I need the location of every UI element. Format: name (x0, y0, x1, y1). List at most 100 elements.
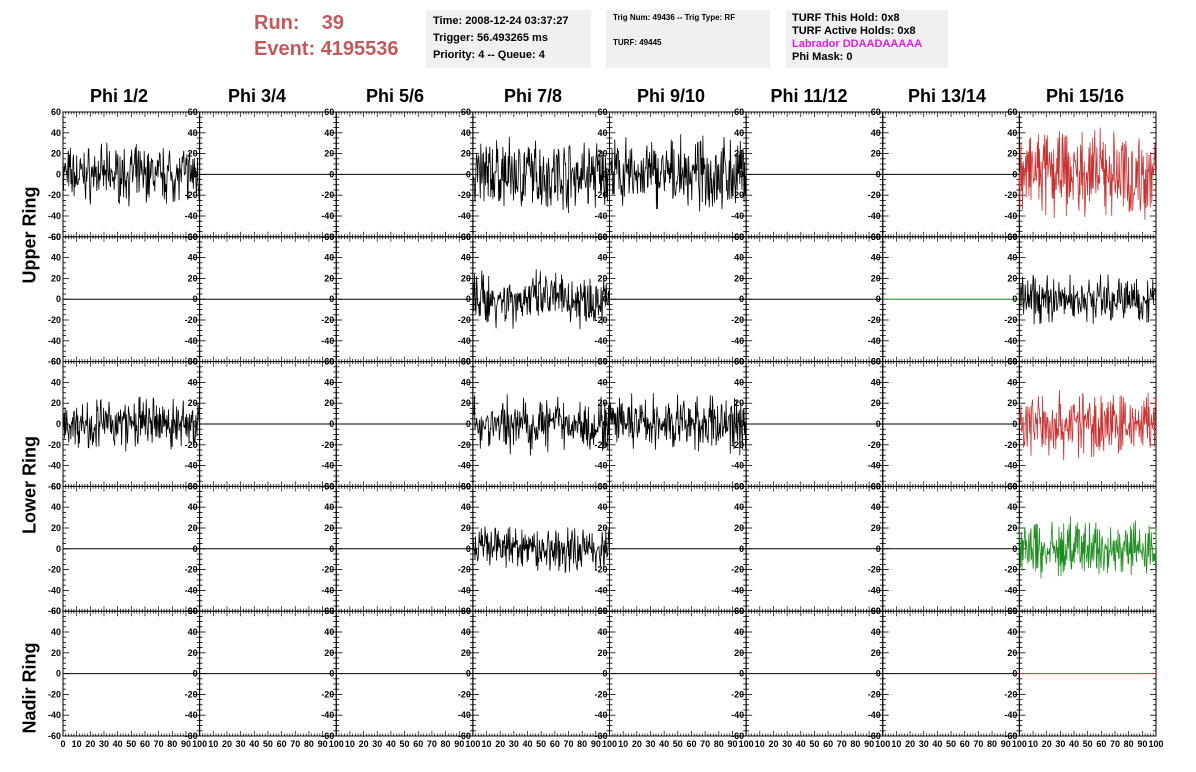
y-tick-label: -20 (458, 440, 471, 450)
y-tick-label: -60 (48, 232, 61, 242)
y-tick-label: -40 (321, 461, 334, 471)
waveform-trace (472, 526, 610, 574)
y-tick-label: -40 (48, 336, 61, 346)
y-tick-label: -40 (594, 336, 607, 346)
y-tick-label: -20 (48, 565, 61, 575)
y-tick-label: 20 (871, 523, 881, 533)
y-tick-label: -40 (868, 336, 881, 346)
y-tick-label: 60 (871, 107, 881, 117)
y-tick-label: 60 (1007, 357, 1017, 367)
y-tick-label: -40 (458, 336, 471, 346)
y-tick-label: 20 (597, 523, 607, 533)
y-tick-label: 40 (461, 502, 471, 512)
y-tick-label: -40 (1004, 336, 1017, 346)
y-tick-label: 20 (734, 523, 744, 533)
y-tick-label: 60 (51, 481, 61, 491)
y-tick-label: 40 (324, 502, 334, 512)
waveform-trace (1019, 390, 1157, 461)
y-tick-label: 40 (597, 502, 607, 512)
y-tick-label: 0 (876, 294, 881, 304)
trig-num-text: Trig Num: 49436 -- Trig Type: RF (613, 13, 736, 22)
y-tick-label: 40 (51, 502, 61, 512)
y-tick-label: -40 (868, 461, 881, 471)
y-tick-label: 40 (734, 253, 744, 263)
y-tick-label: 20 (597, 149, 607, 159)
y-tick-label: 20 (324, 149, 334, 159)
y-tick-label: 40 (188, 253, 198, 263)
y-tick-label: -20 (1004, 190, 1017, 200)
y-tick-label: 20 (324, 273, 334, 283)
y-tick-label: 20 (597, 398, 607, 408)
y-tick-label: 20 (461, 398, 471, 408)
y-tick-label: 20 (51, 523, 61, 533)
y-tick-label: 0 (56, 294, 61, 304)
waveform-trace (472, 394, 610, 456)
y-tick-label: -20 (321, 565, 334, 575)
waveform-trace (472, 136, 610, 214)
y-tick-label: -20 (868, 565, 881, 575)
y-tick-label: 0 (1012, 294, 1017, 304)
y-tick-label: 20 (324, 523, 334, 533)
y-tick-label: 0 (876, 544, 881, 554)
waveform-trace (62, 396, 200, 452)
y-tick-label: -40 (1004, 461, 1017, 471)
y-tick-label: 60 (324, 481, 334, 491)
y-tick-label: 0 (56, 419, 61, 429)
y-tick-label: 0 (602, 294, 607, 304)
y-tick-label: 20 (871, 273, 881, 283)
y-tick-label: 20 (51, 273, 61, 283)
y-tick-label: -20 (321, 440, 334, 450)
y-tick-label: 0 (466, 544, 471, 554)
y-tick-label: -40 (321, 211, 334, 221)
waveform-trace (472, 269, 610, 330)
y-tick-label: 60 (51, 357, 61, 367)
waveform-trace (609, 134, 747, 212)
column-header-phi-9-10: Phi 9/10 (636, 86, 706, 106)
y-tick-label: -20 (731, 440, 744, 450)
column-header-phi-3-4: Phi 3/4 (227, 86, 287, 106)
y-tick-label: 20 (734, 398, 744, 408)
y-tick-label: 20 (188, 149, 198, 159)
y-tick-label: -40 (48, 461, 61, 471)
y-tick-label: 60 (51, 232, 61, 242)
y-tick-label: -20 (1004, 440, 1017, 450)
waveform-trace (62, 142, 200, 207)
y-tick-label: 60 (461, 357, 471, 367)
y-tick-label: -40 (868, 211, 881, 221)
y-tick-label: -20 (458, 565, 471, 575)
y-tick-label: 60 (324, 107, 334, 117)
y-tick-label: 40 (871, 377, 881, 387)
y-tick-label: 0 (602, 169, 607, 179)
y-tick-label: 60 (871, 232, 881, 242)
turf-text: TURF: 49445 (613, 38, 662, 47)
y-tick-label: -40 (185, 211, 198, 221)
y-tick-label: -20 (48, 440, 61, 450)
column-header-phi-11-12: Phi 11/12 (770, 86, 848, 106)
y-tick-label: -40 (185, 585, 198, 595)
y-tick-label: -40 (48, 585, 61, 595)
y-tick-label: -20 (731, 315, 744, 325)
column-header-phi-1-2: Phi 1/2 (89, 86, 149, 106)
y-tick-label: 20 (324, 398, 334, 408)
y-tick-label: 40 (51, 377, 61, 387)
y-tick-label: 20 (734, 273, 744, 283)
y-tick-label: 60 (1007, 107, 1017, 117)
trigger-text: Trigger: 56.493265 ms (433, 32, 548, 44)
event-label: Event: (254, 38, 316, 60)
y-tick-label: 40 (597, 128, 607, 138)
phi-mask-text: Phi Mask: 0 (792, 51, 853, 63)
y-tick-label: -40 (594, 211, 607, 221)
y-tick-label: -20 (321, 315, 334, 325)
y-tick-label: 60 (597, 232, 607, 242)
y-tick-label: 0 (876, 419, 881, 429)
y-tick-label: 40 (324, 128, 334, 138)
y-tick-label: 40 (1007, 377, 1017, 387)
waveform-trace (1019, 127, 1157, 220)
y-tick-label: 40 (324, 377, 334, 387)
y-tick-label: 20 (597, 273, 607, 283)
y-tick-label: -20 (594, 565, 607, 575)
y-tick-label: 0 (329, 544, 334, 554)
y-tick-label: -40 (731, 211, 744, 221)
y-tick-label: 0 (602, 419, 607, 429)
y-tick-label: -40 (594, 461, 607, 471)
